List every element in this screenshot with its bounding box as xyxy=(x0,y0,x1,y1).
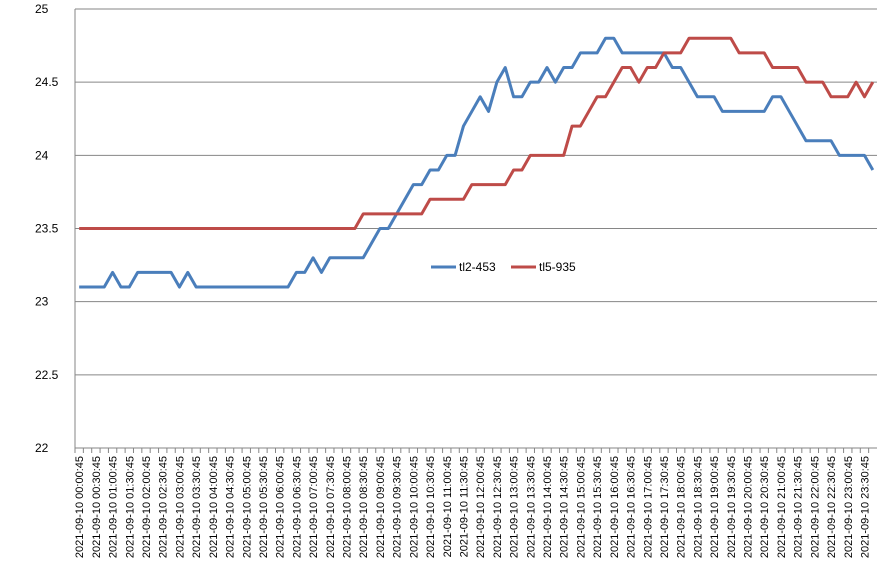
x-tick-label: 2021-09-10 02:00:45 xyxy=(141,456,153,558)
x-tick-label: 2021-09-10 12:00:45 xyxy=(475,456,487,558)
y-tick-label: 22 xyxy=(35,441,49,455)
x-tick-label: 2021-09-10 00:30:45 xyxy=(91,456,103,558)
x-tick-label: 2021-09-10 22:30:45 xyxy=(826,456,838,558)
y-tick-label: 24.5 xyxy=(35,75,59,89)
x-tick-label: 2021-09-10 19:00:45 xyxy=(709,456,721,558)
x-tick-label: 2021-09-10 08:30:45 xyxy=(358,456,370,558)
x-tick-label: 2021-09-10 16:30:45 xyxy=(626,456,638,558)
x-tick-label: 2021-09-10 20:00:45 xyxy=(743,456,755,558)
y-tick-label: 23 xyxy=(35,295,49,309)
x-tick-label: 2021-09-10 02:30:45 xyxy=(158,456,170,558)
x-tick-label: 2021-09-10 17:30:45 xyxy=(659,456,671,558)
x-tick-label: 2021-09-10 13:00:45 xyxy=(509,456,521,558)
x-tick-label: 2021-09-10 05:00:45 xyxy=(241,456,253,558)
x-tick-label: 2021-09-10 04:30:45 xyxy=(225,456,237,558)
x-tick-label: 2021-09-10 15:30:45 xyxy=(592,456,604,558)
x-tick-label: 2021-09-10 04:00:45 xyxy=(208,456,220,558)
x-tick-label: 2021-09-10 03:00:45 xyxy=(174,456,186,558)
x-tick-label: 2021-09-10 21:00:45 xyxy=(776,456,788,558)
x-tick-label: 2021-09-10 23:00:45 xyxy=(843,456,855,558)
x-tick-label: 2021-09-10 09:30:45 xyxy=(392,456,404,558)
x-tick-label: 2021-09-10 11:30:45 xyxy=(458,456,470,557)
x-tick-label: 2021-09-10 20:30:45 xyxy=(759,456,771,558)
x-tick-label: 2021-09-10 19:30:45 xyxy=(726,456,738,558)
x-tick-label: 2021-09-10 11:00:45 xyxy=(442,456,454,557)
y-tick-label: 22.5 xyxy=(35,368,59,382)
x-tick-label: 2021-09-10 18:00:45 xyxy=(676,456,688,558)
y-tick-label: 24 xyxy=(35,148,49,162)
x-tick-label: 2021-09-10 09:00:45 xyxy=(375,456,387,558)
x-tick-label: 2021-09-10 14:30:45 xyxy=(559,456,571,558)
x-tick-label: 2021-09-10 23:30:45 xyxy=(859,456,871,558)
x-tick-label: 2021-09-10 06:00:45 xyxy=(275,456,287,558)
x-tick-label: 2021-09-10 16:00:45 xyxy=(609,456,621,558)
x-tick-label: 2021-09-10 15:00:45 xyxy=(575,456,587,558)
x-tick-label: 2021-09-10 14:00:45 xyxy=(542,456,554,558)
x-tick-label: 2021-09-10 12:30:45 xyxy=(492,456,504,558)
x-tick-label: 2021-09-10 01:30:45 xyxy=(124,456,136,558)
y-tick-label: 25 xyxy=(35,2,49,16)
x-tick-label: 2021-09-10 00:00:45 xyxy=(74,456,86,558)
x-tick-label: 2021-09-10 07:30:45 xyxy=(325,456,337,558)
x-tick-label: 2021-09-10 21:30:45 xyxy=(793,456,805,558)
series-line xyxy=(79,36,875,230)
x-tick-label: 2021-09-10 17:00:45 xyxy=(642,456,654,558)
y-tick-label: 23.5 xyxy=(35,222,59,236)
x-tick-label: 2021-09-10 10:00:45 xyxy=(408,456,420,558)
series-line xyxy=(79,36,875,289)
legend-label: tl5-935 xyxy=(539,260,576,274)
x-tick-label: 2021-09-10 13:30:45 xyxy=(525,456,537,558)
x-tick-label: 2021-09-10 03:30:45 xyxy=(191,456,203,558)
x-tick-label: 2021-09-10 22:00:45 xyxy=(809,456,821,558)
x-tick-label: 2021-09-10 08:00:45 xyxy=(342,456,354,558)
legend-label: tl2-453 xyxy=(459,260,496,274)
x-tick-label: 2021-09-10 06:30:45 xyxy=(291,456,303,558)
x-tick-label: 2021-09-10 07:00:45 xyxy=(308,456,320,558)
x-tick-label: 2021-09-10 18:30:45 xyxy=(692,456,704,558)
x-tick-label: 2021-09-10 01:00:45 xyxy=(108,456,120,558)
x-tick-label: 2021-09-10 05:30:45 xyxy=(258,456,270,558)
x-tick-label: 2021-09-10 10:30:45 xyxy=(425,456,437,558)
